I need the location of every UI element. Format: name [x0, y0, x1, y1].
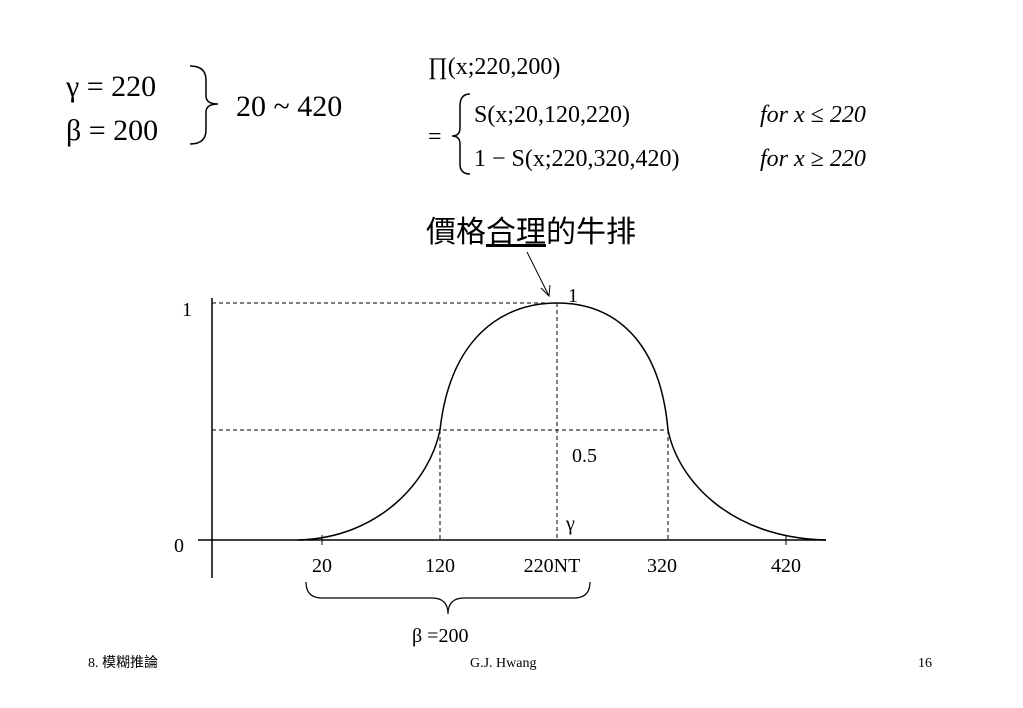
brace	[189, 65, 219, 145]
annotation-part: 的牛排	[546, 216, 636, 249]
arrow-head	[540, 284, 551, 298]
x-label: 420	[771, 555, 801, 577]
formula-line: S(x;20,120,220)	[474, 102, 630, 128]
formula-line: 1 − S(x;220,320,420)	[474, 146, 680, 172]
arrow	[526, 251, 550, 297]
footer-center: G.J. Hwang	[470, 656, 537, 671]
brace	[451, 93, 471, 175]
formula-cond: for x ≥ 220	[760, 146, 866, 172]
gamma-label: γ	[565, 513, 575, 535]
formula-cond: for x ≤ 220	[760, 102, 866, 128]
x-label: 220NT	[524, 555, 581, 577]
guides	[212, 302, 669, 540]
x-labels: 20 120 220NT 320 420	[312, 555, 801, 577]
peak-label: 1	[568, 285, 578, 307]
beta-brace	[305, 581, 591, 615]
beta-text: β = 200	[66, 114, 158, 147]
x-label: 20	[312, 555, 332, 577]
footer-right: 16	[918, 656, 932, 671]
formula-eq: =	[428, 124, 442, 150]
footer-left: 8. 模糊推論	[88, 655, 158, 671]
x-label: 120	[425, 555, 455, 577]
gamma-text: γ = 220	[65, 70, 156, 103]
annotation-part: 價格	[426, 216, 486, 249]
formula-line: ∏(x;220,200)	[428, 54, 560, 80]
y-label: 1	[182, 299, 192, 321]
range-text: 20 ~ 420	[236, 90, 342, 123]
half-label: 0.5	[572, 445, 597, 467]
beta-label: β =200	[412, 625, 468, 647]
annotation-underlined: 合理	[486, 216, 546, 249]
y-label: 0	[174, 535, 184, 557]
x-ticks	[321, 535, 787, 545]
x-label: 320	[647, 555, 677, 577]
annotation: 價格合理的牛排	[426, 216, 636, 249]
membership-curve	[297, 302, 827, 541]
